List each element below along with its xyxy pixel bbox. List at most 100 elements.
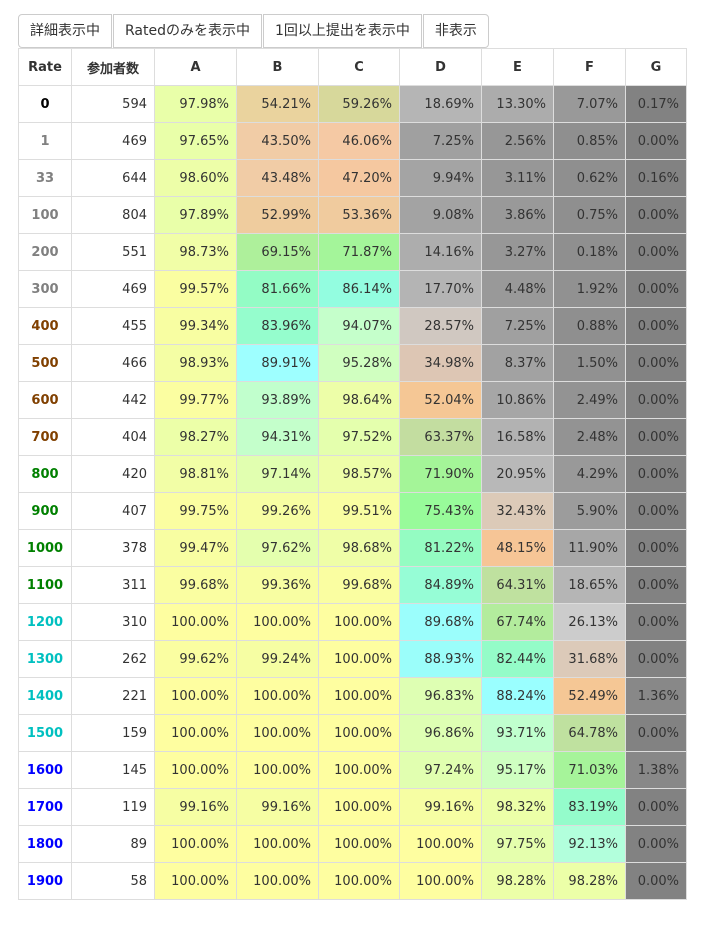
solve-rate-cell-e: 3.86% (481, 196, 554, 234)
solve-rate-cell-d: 75.43% (399, 492, 482, 530)
solve-rate-cell-b: 100.00% (236, 825, 319, 863)
header-participants[interactable]: 参加者数 (71, 48, 155, 86)
solve-rate-cell-g: 0.00% (625, 233, 687, 271)
solve-rate-cell-d: 52.04% (399, 381, 482, 419)
solve-rate-cell-d: 97.24% (399, 751, 482, 789)
solve-rate-cell-g: 0.00% (625, 307, 687, 345)
solve-rate-cell-c: 100.00% (318, 862, 400, 900)
participants-cell: 804 (71, 196, 155, 234)
solve-rate-cell-g: 0.00% (625, 418, 687, 456)
solve-rate-cell-g: 0.00% (625, 196, 687, 234)
solve-rate-cell-g: 1.38% (625, 751, 687, 789)
rate-cell: 1500 (18, 714, 72, 752)
solve-rate-cell-f: 2.49% (553, 381, 626, 419)
rate-cell: 300 (18, 270, 72, 308)
table-row: 33 644 98.60% 43.48% 47.20% 9.94% 3.11% 0.62% 0.… (18, 159, 687, 197)
rated-only-button[interactable]: Ratedのみを表示中 (113, 14, 262, 48)
solve-rate-cell-e: 7.25% (481, 307, 554, 345)
solve-rate-cell-c: 100.00% (318, 677, 400, 715)
solve-rate-cell-a: 99.34% (154, 307, 237, 345)
header-rate[interactable]: Rate (18, 48, 72, 86)
solve-rate-cell-c: 95.28% (318, 344, 400, 382)
solve-rate-cell-c: 98.64% (318, 381, 400, 419)
table-row: 100 804 97.89% 52.99% 53.36% 9.08% 3.86% 0.75% 0… (18, 196, 687, 234)
solve-rate-cell-d: 9.94% (399, 159, 482, 197)
solve-rate-cell-a: 100.00% (154, 751, 237, 789)
rate-cell: 100 (18, 196, 72, 234)
participants-cell: 466 (71, 344, 155, 382)
solve-rate-cell-g: 0.00% (625, 492, 687, 530)
participants-cell: 311 (71, 566, 155, 604)
rate-cell: 200 (18, 233, 72, 271)
rate-cell: 800 (18, 455, 72, 493)
solve-rate-cell-f: 31.68% (553, 640, 626, 678)
solve-rate-cell-e: 2.56% (481, 122, 554, 160)
header-e[interactable]: E (481, 48, 554, 86)
solve-rate-cell-b: 100.00% (236, 751, 319, 789)
solve-rate-cell-d: 88.93% (399, 640, 482, 678)
participants-cell: 455 (71, 307, 155, 345)
solve-rate-cell-a: 97.89% (154, 196, 237, 234)
solve-rate-cell-d: 18.69% (399, 85, 482, 123)
solve-rate-cell-a: 100.00% (154, 825, 237, 863)
solve-rate-cell-b: 97.62% (236, 529, 319, 567)
table-row: 1 469 97.65% 43.50% 46.06% 7.25% 2.56% 0.85% 0.0… (18, 122, 687, 160)
solve-rate-cell-d: 96.83% (399, 677, 482, 715)
solve-rate-cell-c: 100.00% (318, 714, 400, 752)
table-row: 1800 89 100.00% 100.00% 100.00% 100.00% 97.75%… (18, 825, 687, 863)
table-row: 1700 119 99.16% 99.16% 100.00% 99.16% 98.32% 83… (18, 788, 687, 826)
table-row: 300 469 99.57% 81.66% 86.14% 17.70% 4.48% 1.92%… (18, 270, 687, 308)
solve-rate-cell-a: 100.00% (154, 677, 237, 715)
solve-rate-cell-g: 0.00% (625, 529, 687, 567)
participants-cell: 407 (71, 492, 155, 530)
solve-rate-cell-a: 98.60% (154, 159, 237, 197)
participants-cell: 221 (71, 677, 155, 715)
header-b[interactable]: B (236, 48, 319, 86)
solve-rate-cell-f: 0.75% (553, 196, 626, 234)
solve-rate-cell-g: 0.00% (625, 788, 687, 826)
rate-cell: 1000 (18, 529, 72, 567)
solve-rate-cell-c: 71.87% (318, 233, 400, 271)
participants-cell: 378 (71, 529, 155, 567)
participants-cell: 58 (71, 862, 155, 900)
submitted-once-button[interactable]: 1回以上提出を表示中 (263, 14, 422, 48)
participants-cell: 469 (71, 270, 155, 308)
solve-rate-cell-b: 97.14% (236, 455, 319, 493)
solve-rate-cell-g: 0.00% (625, 455, 687, 493)
solve-rate-cell-g: 0.00% (625, 381, 687, 419)
rate-cell: 1100 (18, 566, 72, 604)
header-f[interactable]: F (553, 48, 626, 86)
solve-rate-cell-e: 97.75% (481, 825, 554, 863)
hide-button[interactable]: 非表示 (422, 14, 489, 48)
table-row: 1400 221 100.00% 100.00% 100.00% 96.83% 88.24%… (18, 677, 687, 715)
solve-rate-cell-b: 93.89% (236, 381, 319, 419)
solve-rate-cell-a: 100.00% (154, 862, 237, 900)
solve-rate-cell-g: 0.00% (625, 640, 687, 678)
solve-rate-cell-a: 99.68% (154, 566, 237, 604)
solve-rate-cell-a: 99.57% (154, 270, 237, 308)
table-body: 0 594 97.98% 54.21% 59.26% 18.69% 13.30% 7.07% 0… (18, 85, 687, 900)
table-row: 400 455 99.34% 83.96% 94.07% 28.57% 7.25% 0.88%… (18, 307, 687, 345)
header-c[interactable]: C (318, 48, 400, 86)
solve-rate-cell-a: 97.65% (154, 122, 237, 160)
solve-rate-cell-f: 5.90% (553, 492, 626, 530)
table-row: 1900 58 100.00% 100.00% 100.00% 100.00% 98.28%… (18, 862, 687, 900)
solve-rate-cell-a: 97.98% (154, 85, 237, 123)
table-row: 1600 145 100.00% 100.00% 100.00% 97.24% 95.17%… (18, 751, 687, 789)
table-row: 600 442 99.77% 93.89% 98.64% 52.04% 10.86% 2.49… (18, 381, 687, 419)
participants-cell: 89 (71, 825, 155, 863)
rate-cell: 700 (18, 418, 72, 456)
header-d[interactable]: D (399, 48, 482, 86)
table-header-row: Rate 参加者数 A B C D E F G (18, 48, 687, 86)
header-a[interactable]: A (154, 48, 237, 86)
table-row: 700 404 98.27% 94.31% 97.52% 63.37% 16.58% 2.48… (18, 418, 687, 456)
solve-rate-cell-f: 83.19% (553, 788, 626, 826)
solve-rate-cell-b: 43.48% (236, 159, 319, 197)
detail-view-button[interactable]: 詳細表示中 (18, 14, 112, 48)
rate-cell: 1700 (18, 788, 72, 826)
table-row: 1300 262 99.62% 99.24% 100.00% 88.93% 82.44% 31… (18, 640, 687, 678)
header-g[interactable]: G (625, 48, 687, 86)
solve-rate-cell-f: 92.13% (553, 825, 626, 863)
table-row: 1000 378 99.47% 97.62% 98.68% 81.22% 48.15% 11.… (18, 529, 687, 567)
solve-rate-cell-g: 0.00% (625, 714, 687, 752)
